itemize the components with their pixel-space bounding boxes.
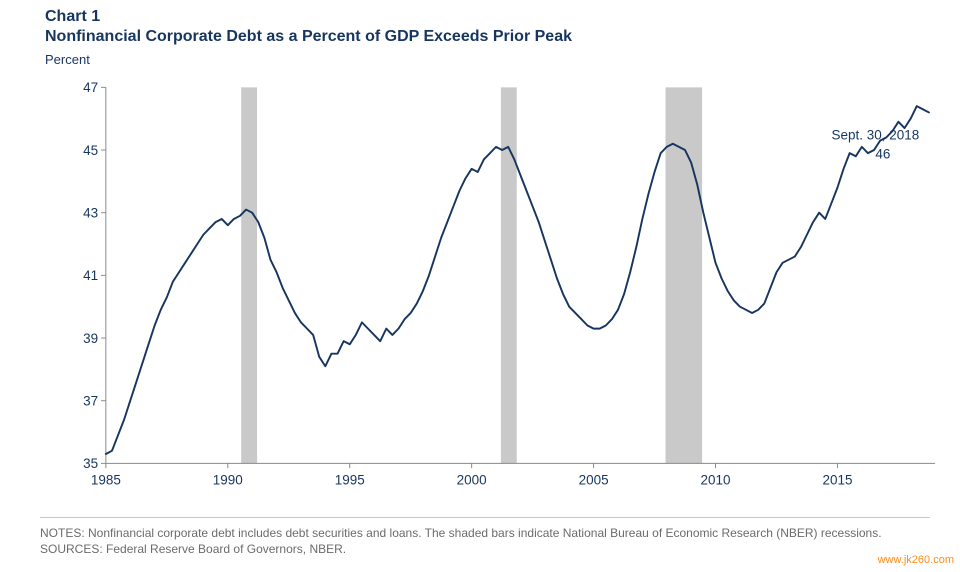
chart-title: Nonfinancial Corporate Debt as a Percent… bbox=[45, 28, 572, 46]
sources-line: SOURCES: Federal Reserve Board of Govern… bbox=[40, 541, 940, 557]
y-tick-label: 39 bbox=[83, 331, 98, 346]
watermark: www.jk260.com bbox=[878, 554, 954, 566]
annotation-date: Sept. 30, 2018 bbox=[832, 127, 920, 142]
chart-footnotes: NOTES: Nonfinancial corporate debt inclu… bbox=[40, 525, 940, 557]
x-tick-label: 2000 bbox=[457, 473, 487, 488]
chart-container: Chart 1 Nonfinancial Corporate Debt as a… bbox=[0, 0, 960, 572]
data-series-line bbox=[106, 106, 929, 454]
recession-band bbox=[241, 87, 257, 463]
footer-divider bbox=[40, 517, 930, 518]
y-tick-label: 47 bbox=[83, 80, 98, 95]
y-tick-label: 35 bbox=[83, 456, 98, 471]
y-tick-label: 45 bbox=[83, 143, 98, 158]
notes-line: NOTES: Nonfinancial corporate debt inclu… bbox=[40, 525, 940, 541]
y-tick-label: 43 bbox=[83, 206, 98, 221]
x-tick-label: 1990 bbox=[213, 473, 243, 488]
annotation-value: 46 bbox=[875, 147, 890, 162]
x-tick-label: 1995 bbox=[335, 473, 365, 488]
y-axis-title: Percent bbox=[45, 52, 90, 67]
chart-number-label: Chart 1 bbox=[45, 8, 572, 26]
recession-band bbox=[501, 87, 517, 463]
x-tick-label: 1985 bbox=[91, 473, 121, 488]
line-chart: 35 37 39 41 43 45 47 1985 1990 1995 2000 2005 2010 20… bbox=[75, 70, 935, 500]
y-tick-label: 41 bbox=[83, 268, 98, 283]
x-tick-label: 2005 bbox=[579, 473, 609, 488]
x-tick-label: 2015 bbox=[822, 473, 852, 488]
y-tick-label: 37 bbox=[83, 394, 98, 409]
x-tick-label: 2010 bbox=[701, 473, 731, 488]
chart-header: Chart 1 Nonfinancial Corporate Debt as a… bbox=[45, 8, 572, 46]
